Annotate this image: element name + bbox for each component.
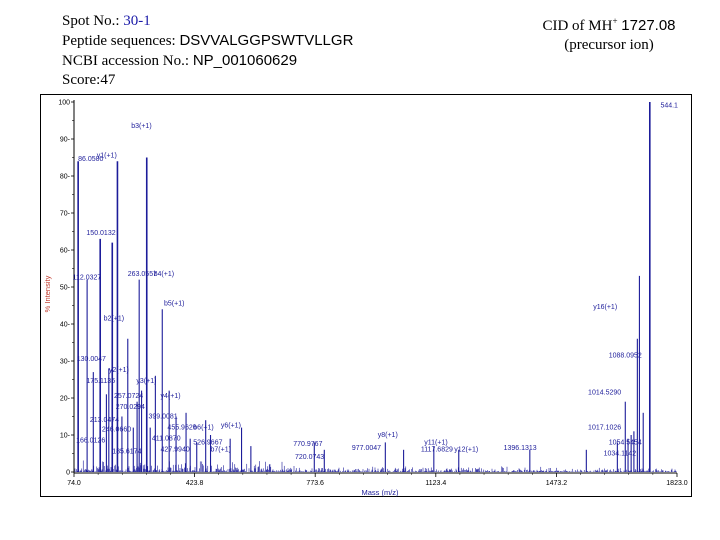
peak-label-13: 257.0724 [114, 393, 143, 400]
y-tick-label-5: 50- [60, 285, 71, 292]
y-tick-label-2: 20- [60, 396, 71, 403]
peak-label-14: y4(+1) [161, 393, 181, 400]
peak-label-4: 112.0327 [73, 275, 102, 282]
peak-label-2: b3(+1) [131, 123, 151, 130]
x-tick-label-4: 1473.2 [546, 480, 568, 487]
peak-label-27: b7(+1) [211, 447, 231, 454]
x-tick-label-3: 1123.4 [425, 480, 446, 487]
peak-label-36: y16(+1) [593, 304, 617, 311]
score-line: Score:47 [62, 71, 353, 90]
accession-label: NCBI accession No.: [62, 53, 190, 69]
peak-label-6: b4(+1) [154, 271, 174, 278]
chart-frame [40, 94, 692, 497]
y-tick-label-3: 30- [60, 359, 71, 366]
cid-sup: + [612, 16, 618, 26]
peak-label-18: 246.0660 [102, 426, 131, 433]
peak-label-10: y2(+1) [109, 367, 129, 374]
peak-label-38: 1014.5290 [588, 389, 621, 396]
peak-label-19: 455.9626 [167, 424, 196, 431]
peak-label-29: 720.0743 [295, 454, 324, 461]
peak-label-35: 1396.1313 [504, 445, 537, 452]
accession-line: NCBI accession No.: NP_001060629 [62, 51, 353, 71]
accession-value: NP_001060629 [192, 52, 298, 69]
x-tick-label-1: 423.8 [186, 480, 204, 487]
y-tick-label-7: 70- [60, 211, 71, 218]
peptide-label: Peptide sequences: [62, 33, 176, 49]
spot-line: Spot No.: 30-1 [62, 12, 353, 31]
score-label: Score: [62, 72, 101, 88]
peak-label-32: y11(+1) [424, 439, 447, 446]
peak-label-21: y6(+1) [221, 423, 241, 430]
peptide-line: Peptide sequences: DSVVALGGPSWTVLLGR [62, 31, 353, 51]
y-tick-label-8: 80- [60, 174, 71, 181]
peak-label-37: 1088.0952 [609, 352, 642, 359]
spot-info: Spot No.: 30-1 Peptide sequences: DSVVAL… [62, 12, 353, 90]
x-tick-label-2: 773.6 [306, 480, 324, 487]
peak-label-23: 411.0870 [152, 436, 181, 443]
peak-label-17: 399.0081 [148, 413, 177, 420]
cid-value: 1727.08 [621, 17, 676, 34]
peak-label-3: 150.0132 [86, 230, 115, 237]
x-axis-label: Mass (m/z) [361, 488, 399, 497]
spot-value: 30-1 [123, 13, 151, 29]
peak-label-33: 1117.6829 [421, 447, 453, 454]
peak-label-7: b5(+1) [164, 301, 184, 308]
y-tick-label-0: 0 [66, 470, 70, 477]
peak-label-25: 185.6174 [112, 449, 141, 456]
peak-label-28: 770.9767 [293, 441, 322, 448]
peak-label-5: 263.0557 [128, 271, 157, 278]
peak-label-11: 175.1136 [86, 378, 115, 385]
spot-label: Spot No.: [62, 13, 120, 29]
peptide-value: DSVVALGGPSWTVLLGR [179, 32, 354, 49]
precursor-label: (precursor ion) [564, 37, 654, 53]
peak-label-41: 1034.1142 [604, 450, 637, 457]
x-tick-label-0: 74.0 [67, 480, 81, 487]
peak-label-15: 270.0294 [116, 404, 145, 411]
x-tick-label-5: 1823.0 [666, 480, 688, 487]
y-tick-label-4: 40- [60, 322, 71, 329]
peak-label-22: 166.0126 [76, 437, 105, 444]
peak-series [77, 102, 651, 472]
y-axis-label: % Intensity [43, 275, 52, 312]
ms-spectrum-chart: 0 10- 20- 30- 40- 50- 60- 70- 80- 90- 100 74.0 423.8… [40, 94, 692, 497]
peak-label-26: 427.9940 [161, 447, 190, 454]
cid-label: CID of MH [542, 18, 613, 34]
peak-label-39: 1017.1026 [588, 424, 621, 431]
peak-label-9: 130.0047 [77, 356, 106, 363]
precursor-info: CID of MH+ 1727.08 (precursor ion) [514, 12, 704, 55]
peak-label-8: b2(+1) [104, 315, 124, 322]
peak-label-30: y8(+1) [378, 432, 398, 439]
peak-label-0: 86.0500 [78, 156, 103, 163]
y-tick-label-1: 10- [60, 433, 71, 440]
peak-label-24: 526.9667 [193, 439, 222, 446]
cid-line: CID of MH+ 1727.08 [514, 12, 704, 36]
peak-label-16: 213.0474 [90, 417, 119, 424]
y-tick-label-6: 60- [60, 248, 71, 255]
peak-label-1: y1(+1) [97, 153, 117, 160]
score-value: 47 [100, 72, 116, 88]
peak-label-34: y12(+1) [454, 447, 478, 454]
y-tick-label-10: 100 [58, 100, 70, 107]
peak-label-40: 1054.5454 [609, 439, 642, 446]
peak-label-42: 544.1 [660, 103, 678, 110]
y-tick-label-9: 90- [60, 137, 71, 144]
peak-label-31: 977.0047 [352, 445, 381, 452]
axes: 0 10- 20- 30- 40- 50- 60- 70- 80- 90- 100 74.0 423.8… [58, 100, 687, 488]
peak-label-12: y3(+1) [136, 378, 156, 385]
peak-label-20: b6(+1) [193, 424, 213, 431]
